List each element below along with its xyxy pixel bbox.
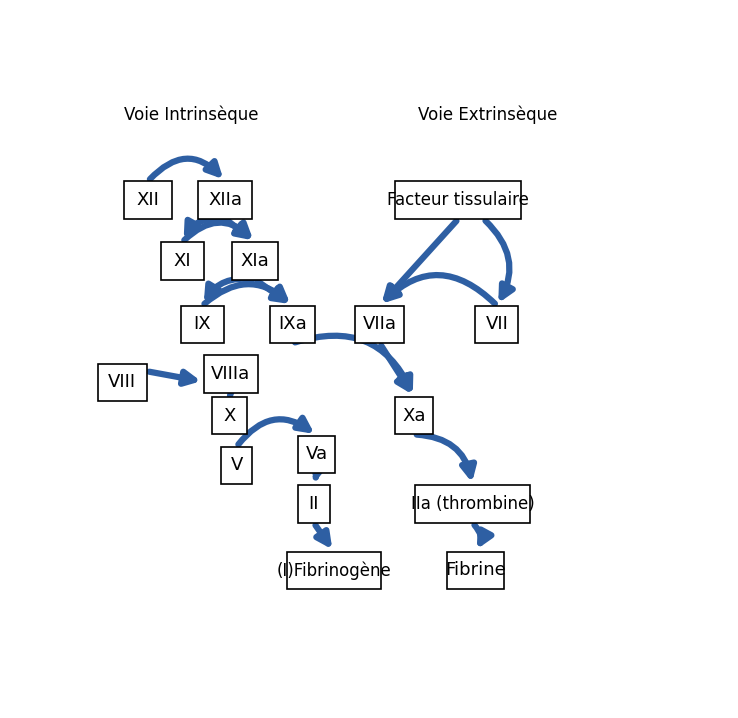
- FancyBboxPatch shape: [475, 306, 518, 343]
- Text: Fibrine: Fibrine: [445, 561, 506, 579]
- Text: Voie Intrinsèque: Voie Intrinsèque: [124, 106, 258, 124]
- FancyBboxPatch shape: [98, 364, 147, 401]
- Text: VIIa: VIIa: [362, 315, 396, 333]
- Text: IX: IX: [193, 315, 211, 333]
- Text: Voie Extrinsèque: Voie Extrinsèque: [418, 106, 558, 124]
- Text: Facteur tissulaire: Facteur tissulaire: [387, 191, 529, 209]
- Text: VII: VII: [486, 315, 508, 333]
- Text: V: V: [230, 457, 243, 475]
- FancyBboxPatch shape: [447, 551, 504, 589]
- FancyBboxPatch shape: [198, 181, 252, 219]
- Text: VIIIa: VIIIa: [211, 365, 251, 383]
- Text: XIa: XIa: [241, 252, 269, 270]
- FancyBboxPatch shape: [286, 551, 381, 589]
- FancyBboxPatch shape: [298, 436, 335, 473]
- FancyBboxPatch shape: [415, 485, 530, 523]
- Text: II: II: [308, 495, 319, 513]
- Text: XI: XI: [173, 252, 191, 270]
- FancyBboxPatch shape: [204, 355, 258, 393]
- FancyBboxPatch shape: [298, 485, 330, 523]
- FancyBboxPatch shape: [181, 306, 224, 343]
- FancyBboxPatch shape: [396, 181, 521, 219]
- Text: (I)Fibrinogène: (I)Fibrinogène: [277, 561, 391, 579]
- FancyBboxPatch shape: [221, 447, 252, 484]
- Text: IXa: IXa: [278, 315, 307, 333]
- Text: VIII: VIII: [108, 373, 137, 391]
- FancyBboxPatch shape: [124, 181, 173, 219]
- FancyBboxPatch shape: [213, 397, 246, 434]
- FancyBboxPatch shape: [269, 306, 315, 343]
- Text: X: X: [224, 406, 235, 424]
- FancyBboxPatch shape: [161, 242, 204, 279]
- FancyBboxPatch shape: [356, 306, 404, 343]
- Text: IIa (thrombine): IIa (thrombine): [411, 495, 534, 513]
- FancyBboxPatch shape: [396, 397, 432, 434]
- Text: Va: Va: [306, 445, 328, 463]
- Text: XII: XII: [137, 191, 159, 209]
- FancyBboxPatch shape: [232, 242, 278, 279]
- Text: Xa: Xa: [402, 406, 426, 424]
- Text: XIIa: XIIa: [208, 191, 242, 209]
